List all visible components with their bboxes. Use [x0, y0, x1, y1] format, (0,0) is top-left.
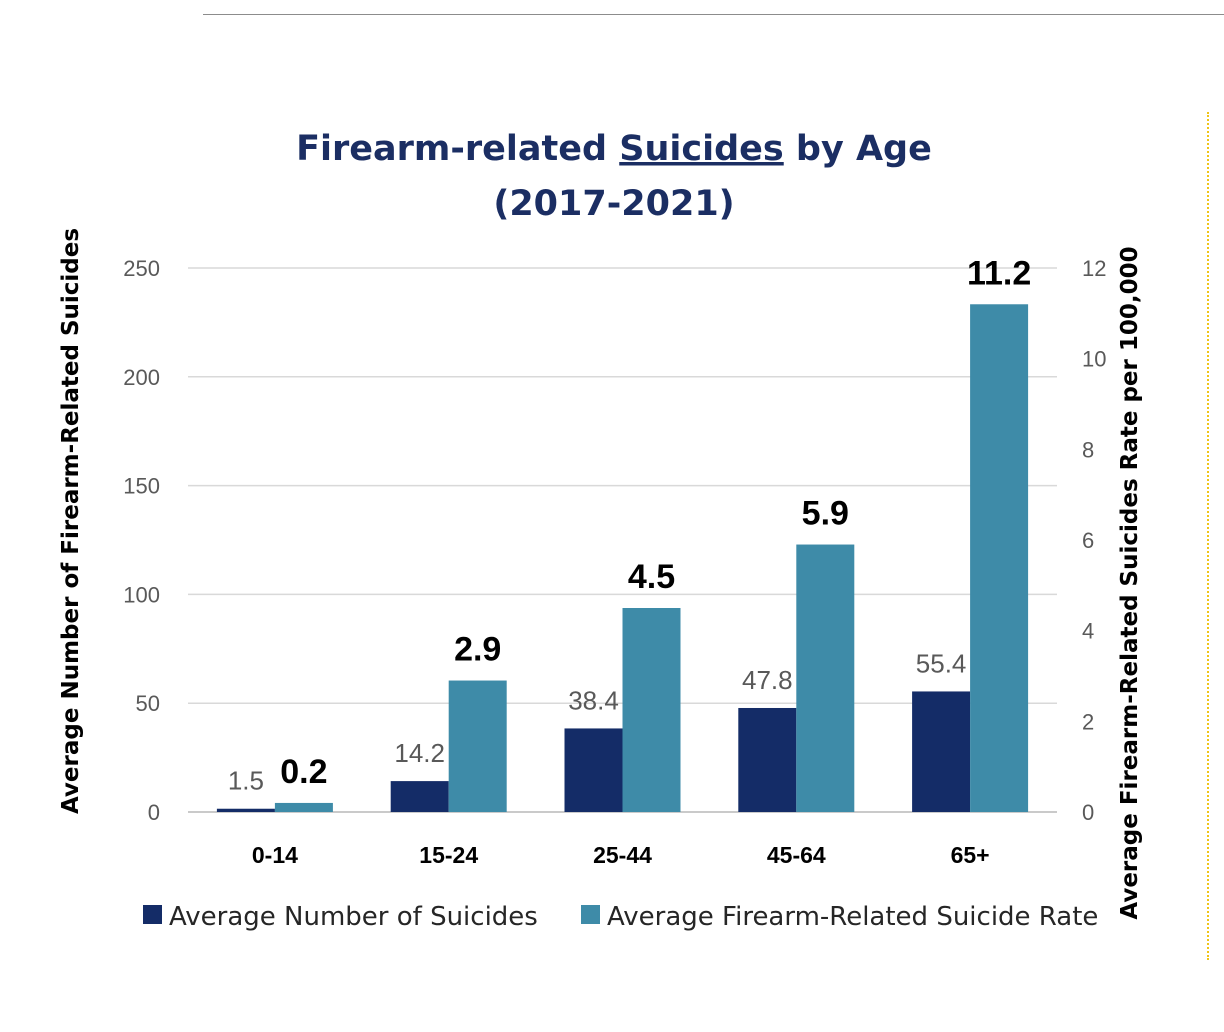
- y-left-tick-200: 200: [123, 365, 160, 390]
- data-label-count-0-14: 1.5: [228, 766, 264, 796]
- data-label-count-45-64: 47.8: [742, 665, 793, 695]
- x-category-65+: 65+: [951, 842, 990, 868]
- chart-title-line1: Firearm-related Suicides by Age: [296, 129, 932, 169]
- data-label-rate-25-44: 4.5: [628, 558, 675, 596]
- bar-rate-25-44: [622, 608, 681, 812]
- tick-labels: 0 50 100 150 200 250 0 2 4 6 8 10 12 0-14 15-24 25-44 45…: [123, 256, 1106, 868]
- y-right-tick-2: 2: [1082, 709, 1094, 734]
- data-label-count-65+: 55.4: [916, 648, 967, 678]
- data-label-count-15-24: 14.2: [394, 738, 445, 768]
- legend: Average Number of Suicides Average Firea…: [143, 902, 1098, 932]
- x-category-25-44: 25-44: [593, 842, 652, 868]
- data-label-rate-65+: 11.2: [967, 254, 1031, 292]
- x-category-15-24: 15-24: [419, 842, 478, 868]
- chart-title-line2: (2017-2021): [493, 184, 734, 224]
- bar-count-15-24: [390, 781, 449, 812]
- y-right-tick-0: 0: [1082, 800, 1094, 825]
- y-right-tick-4: 4: [1082, 619, 1094, 644]
- side-dotted-divider: [1207, 112, 1209, 960]
- legend-label-rate: Average Firearm-Related Suicide Rate: [607, 902, 1098, 932]
- y-left-tick-100: 100: [123, 582, 160, 607]
- data-label-rate-15-24: 2.9: [454, 631, 501, 669]
- y-left-tick-0: 0: [148, 800, 160, 825]
- bar-rate-65+: [970, 304, 1029, 812]
- y-left-tick-250: 250: [123, 256, 160, 281]
- bar-count-65+: [912, 691, 971, 812]
- y-right-tick-12: 12: [1082, 256, 1106, 281]
- bars: [216, 304, 1029, 812]
- legend-swatch-count: [143, 905, 162, 924]
- bar-count-0-14: [216, 808, 275, 812]
- x-category-0-14: 0-14: [252, 842, 298, 868]
- data-label-count-25-44: 38.4: [568, 685, 619, 715]
- data-label-rate-0-14: 0.2: [280, 753, 327, 791]
- bar-count-25-44: [564, 728, 623, 812]
- y-right-tick-8: 8: [1082, 437, 1094, 462]
- chart-title-prefix: Firearm-related: [296, 129, 619, 169]
- data-labels: 1.5 0.2 14.2 2.9 38.4 4.5 47.8 5.9 55.4 11.2: [228, 254, 1031, 795]
- y-right-tick-6: 6: [1082, 528, 1094, 553]
- y-right-tick-10: 10: [1082, 347, 1106, 372]
- bar-count-45-64: [738, 707, 797, 812]
- bar-rate-45-64: [796, 544, 855, 812]
- bar-rate-15-24: [448, 680, 507, 812]
- x-category-45-64: 45-64: [767, 842, 826, 868]
- top-divider: [203, 14, 1224, 15]
- chart-title-emphasis: Suicides: [619, 129, 784, 169]
- bar-rate-0-14: [274, 802, 333, 812]
- chart-title-suffix: by Age: [784, 129, 932, 169]
- data-label-rate-45-64: 5.9: [802, 495, 849, 533]
- y-left-tick-50: 50: [136, 691, 160, 716]
- y-left-axis-title: Average Number of Firearm-Related Suicid…: [58, 228, 84, 814]
- y-right-axis-title: Average Firearm-Related Suicides Rate pe…: [1117, 246, 1143, 919]
- legend-label-count: Average Number of Suicides: [169, 902, 538, 932]
- y-left-tick-150: 150: [123, 474, 160, 499]
- legend-swatch-rate: [581, 905, 600, 924]
